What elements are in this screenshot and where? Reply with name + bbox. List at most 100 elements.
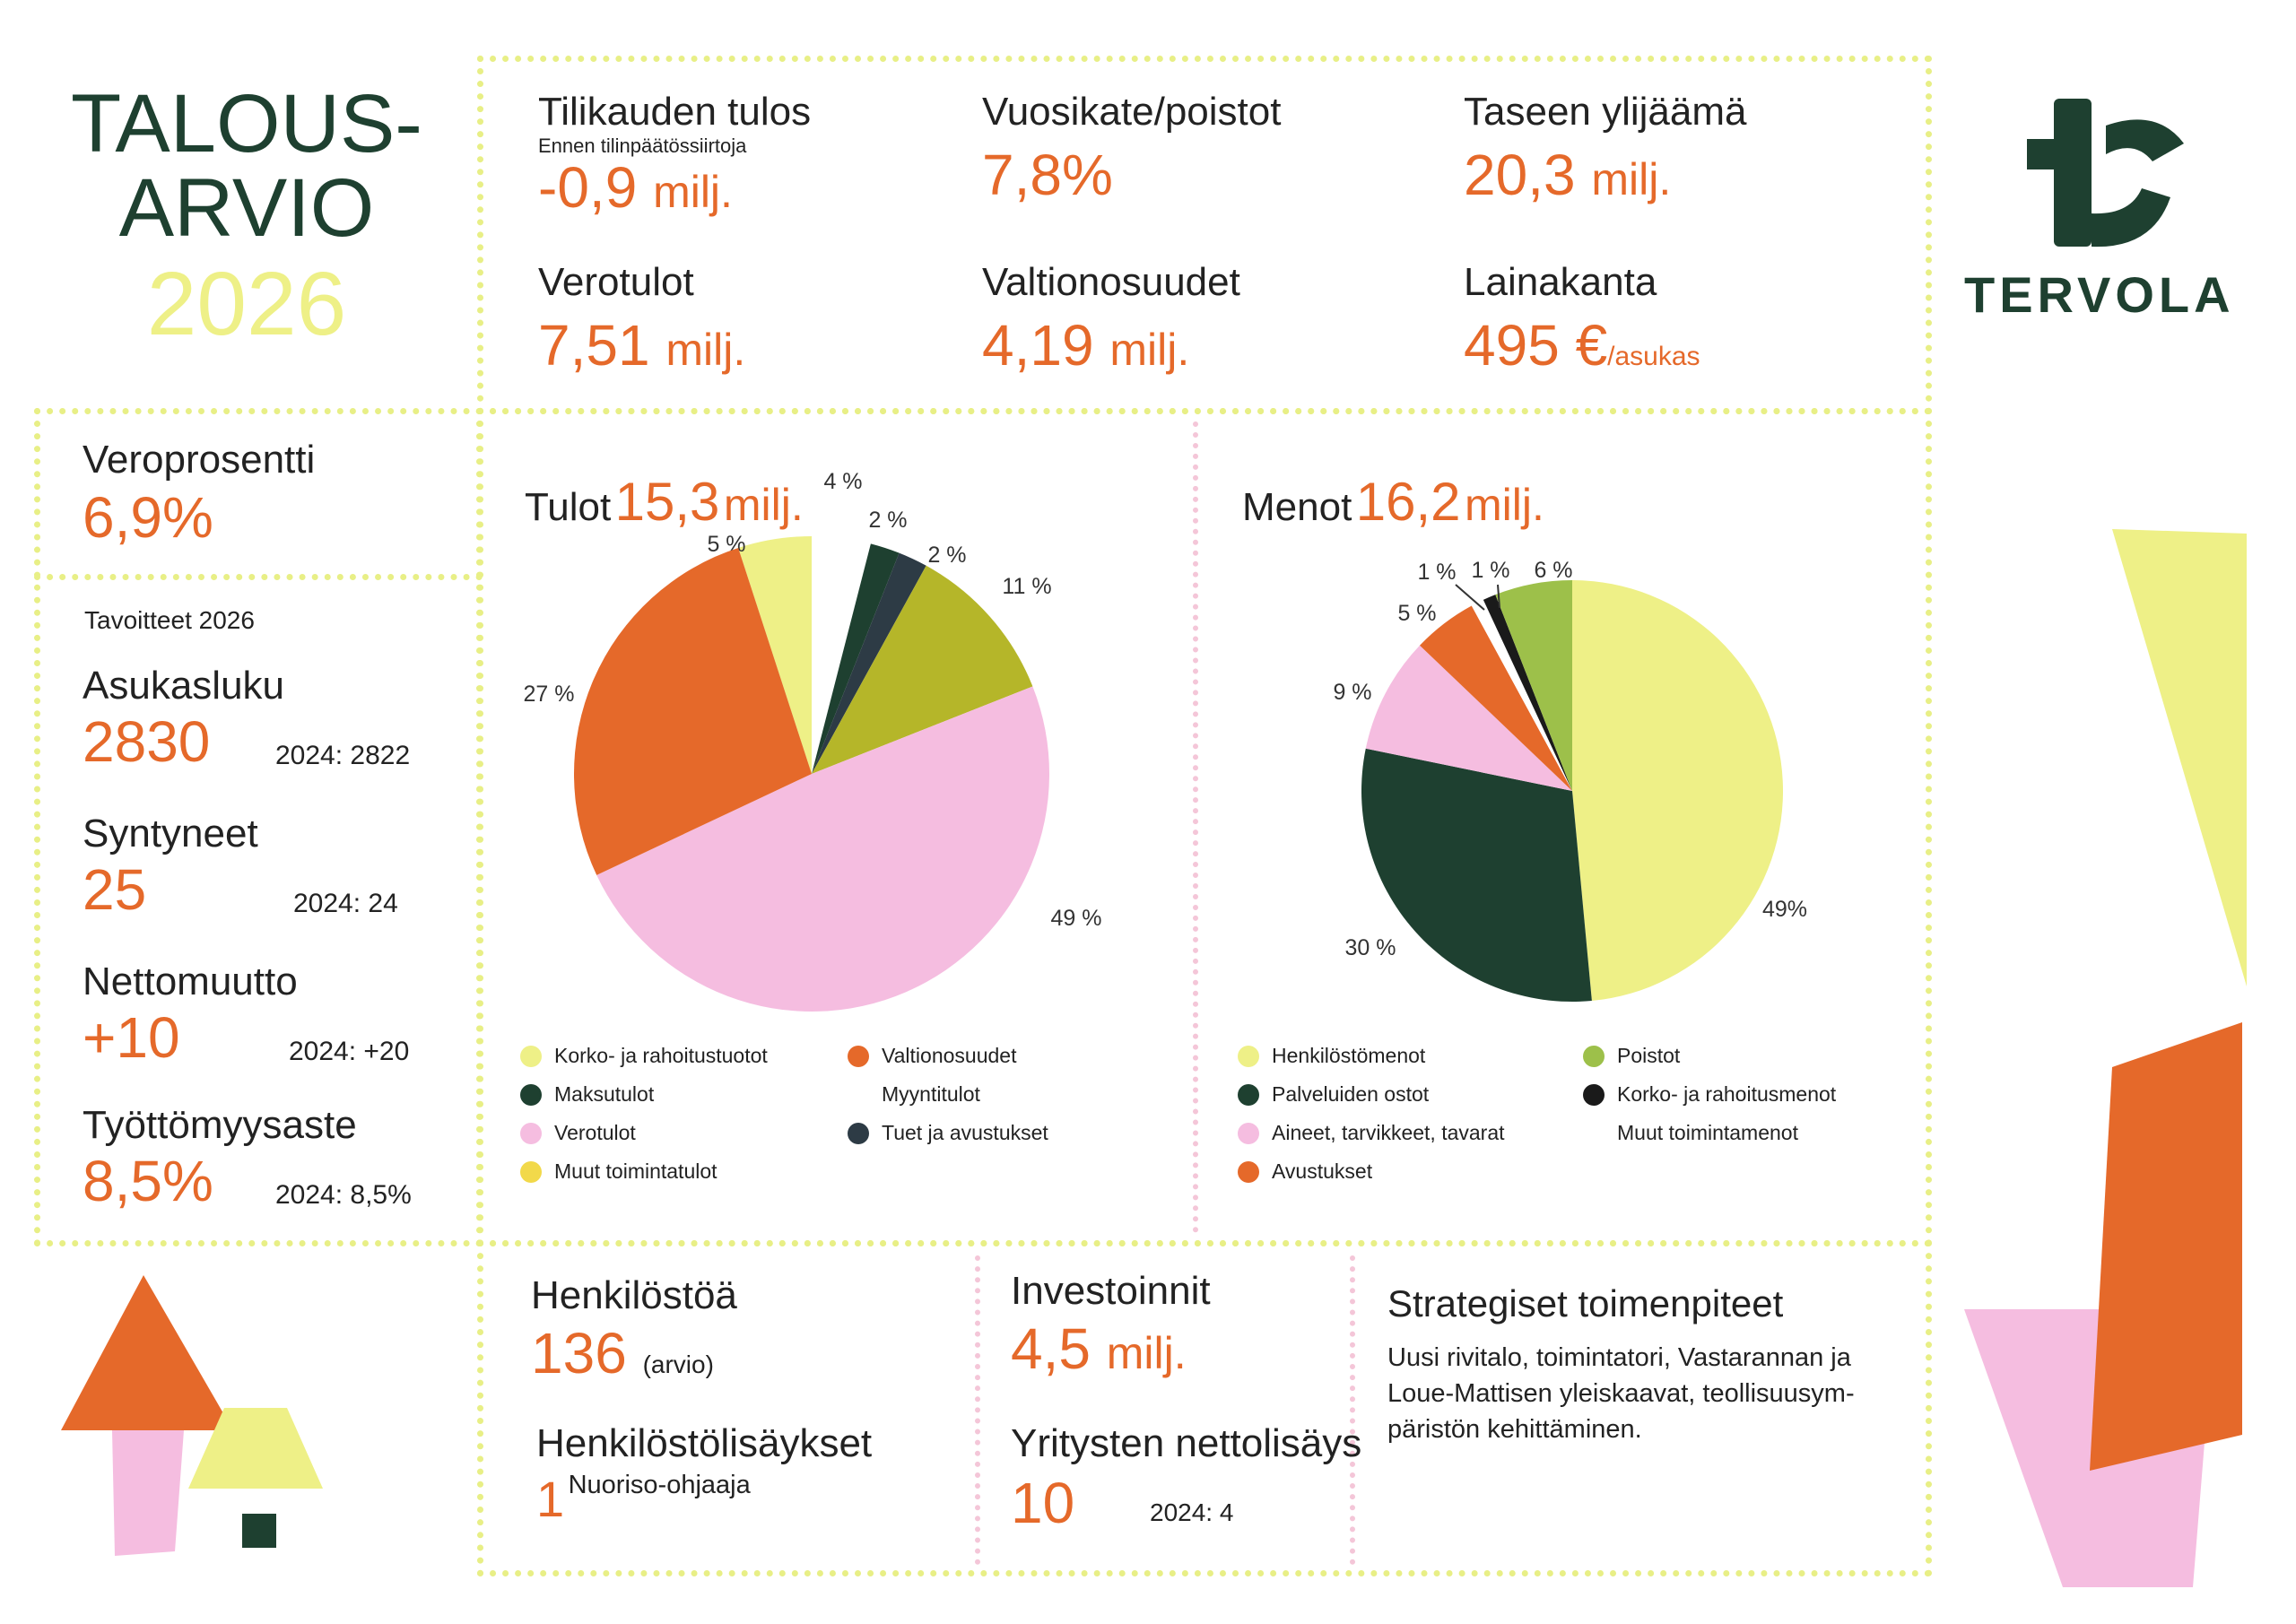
- leader-line: [1455, 584, 1485, 611]
- kpi-label: Tilikauden tulos: [538, 90, 812, 134]
- legend-label: Myyntitulot: [882, 1082, 980, 1106]
- logo-wordmark: TERVOLA: [1964, 266, 2235, 323]
- pie-label-tuet-ja-avustukset: 2 %: [927, 543, 966, 568]
- tavoitteet-heading: Tavoitteet 2026: [84, 606, 255, 634]
- legend-swatch: [848, 1084, 869, 1106]
- pie-label-avustukset: 5 %: [1397, 601, 1436, 626]
- legend-swatch: [1583, 1084, 1605, 1106]
- tavoite-nettomuutto: Nettomuutto +10 2024: +20: [83, 960, 410, 1070]
- frame-bottom: [477, 1240, 1932, 1576]
- decor-orange-shape: [2090, 1022, 2242, 1471]
- yritysten-nettolisays: Yritysten nettolisäys 10 2024: 4: [1011, 1421, 1362, 1535]
- pie-slice-aineet-tarvikkeet-tavarat: [1365, 645, 1572, 791]
- legend-label: Korko- ja rahoitustuotot: [554, 1044, 768, 1067]
- kpi-lainakanta: Lainakanta 495 €/asukas: [1464, 260, 1700, 378]
- pie-label-muut-toimintamenot: 1 %: [1417, 560, 1456, 585]
- menot-title: Menot 16,2 milj.: [1242, 472, 1544, 532]
- decor-mushroom-shapes: [61, 1275, 323, 1556]
- menot-pie-chart: 49% 30 % 9 % 5 % 1 % 1 % 6 %: [1333, 558, 1807, 1002]
- title-block: TALOUS- ARVIO 2026: [54, 83, 439, 357]
- pie-label-maksutulot: 2 %: [868, 508, 907, 533]
- legend-swatch: [1583, 1046, 1605, 1067]
- legend-swatch: [520, 1123, 542, 1144]
- pie-slice-muut-toimintamenot: [1471, 599, 1572, 791]
- kpi-value: 4,19 milj.: [982, 313, 1190, 378]
- tulot-pie-chart: 5 %4 %2 %2 %11 %49 %27 %: [524, 469, 1101, 1012]
- kpi-valtionosuudet: Valtionosuudet 4,19 milj.: [982, 260, 1240, 378]
- tavoite-syntyneet: Syntyneet 25 2024: 24: [83, 812, 398, 922]
- kpi-sublabel: Ennen tilinpäätössiirtoja: [538, 135, 747, 157]
- legend-swatch: [1238, 1161, 1259, 1183]
- tulot-legend: Korko- ja rahoitustuotot Maksutulot Verotu…: [520, 1040, 1148, 1193]
- legend-label: Valtionosuudet: [882, 1044, 1017, 1067]
- henkilostolisaykset: Henkilöstölisäykset 1 Nuoriso-ohjaaja: [536, 1421, 873, 1527]
- kpi-label: Lainakanta: [1464, 260, 1657, 304]
- legend-label: Avustukset: [1272, 1159, 1373, 1183]
- pie-label-myyntitulot: 4 %: [823, 469, 862, 494]
- legend-swatch: [848, 1123, 869, 1144]
- legend-swatch: [1583, 1123, 1605, 1144]
- veroprosentti-value: 6,9%: [83, 485, 213, 550]
- kpi-value: -0,9 milj.: [538, 155, 733, 220]
- frame-veroprosentti-divider: [34, 574, 483, 580]
- legend-label: Korko- ja rahoitusmenot: [1617, 1082, 1837, 1106]
- tulot-title: Tulot 15,3 milj.: [525, 472, 804, 532]
- pie-label-palveluiden-ostot: 30 %: [1345, 935, 1396, 960]
- pie-slice-verotulot: [596, 686, 1049, 1012]
- bottom-divider-1: [975, 1255, 980, 1565]
- legend-swatch: [520, 1084, 542, 1106]
- kpi-value: 7,8%: [982, 143, 1113, 207]
- pie-slice-muut-toimintatulot: [812, 565, 1033, 774]
- tavoite-tyottomyysaste: Työttömyysaste 8,5% 2024: 8,5%: [83, 1103, 412, 1213]
- decor-pink-stem: [112, 1430, 184, 1556]
- tavoite-asukasluku: Asukasluku 2830 2024: 2822: [83, 664, 411, 774]
- decor-right-shapes: [1964, 529, 2247, 1587]
- investoinnit: Investoinnit 4,5 milj.: [1011, 1269, 1211, 1381]
- kpi-label: Verotulot: [538, 260, 694, 304]
- decor-yellow-trapezoid: [188, 1408, 323, 1489]
- legend-label: Muut toimintamenot: [1617, 1121, 1798, 1144]
- kpi-taseen-ylijaama: Taseen ylijäämä 20,3 milj.: [1464, 90, 1747, 208]
- legend-label: Verotulot: [554, 1121, 636, 1144]
- kpi-value: 20,3 milj.: [1464, 143, 1672, 207]
- strategiset-toimenpiteet: Strategiset toimenpiteet Uusi rivitalo, …: [1387, 1282, 1855, 1444]
- pie-label-henkilostomenot: 49%: [1762, 897, 1807, 922]
- pie-slice-palveluiden-ostot: [1361, 748, 1592, 1002]
- title-line-1: TALOUS-: [71, 78, 422, 169]
- pie-label-aineet-tarvikkeet-tavarat: 9 %: [1333, 680, 1371, 705]
- kpi-label: Valtionosuudet: [982, 260, 1240, 304]
- pie-slice-henkilostomenot: [1572, 580, 1783, 1001]
- legend-swatch: [1238, 1046, 1259, 1067]
- tervola-logo-icon: [2027, 99, 2184, 248]
- kpi-label: Vuosikate/poistot: [982, 90, 1282, 134]
- decor-dark-square: [242, 1514, 276, 1548]
- pie-label-valtionosuudet: 27 %: [524, 682, 575, 707]
- kpi-label: Taseen ylijäämä: [1464, 90, 1747, 134]
- veroprosentti-label: Veroprosentti: [83, 438, 316, 482]
- title-year: 2026: [146, 254, 347, 354]
- title-line-2: ARVIO: [118, 162, 375, 254]
- legend-label: Maksutulot: [554, 1082, 655, 1106]
- pie-slice-korko-ja-rahoitusmenot: [1483, 595, 1572, 791]
- decor-orange-cap: [61, 1275, 233, 1430]
- veroprosentti: Veroprosentti 6,9%: [83, 438, 315, 551]
- pie-slice-tuet-ja-avustukset: [812, 552, 926, 774]
- pie-label-poistot: 6 %: [1534, 558, 1572, 583]
- pie-label-muut-toimintatulot: 11 %: [1002, 574, 1051, 599]
- pie-slice-valtionosuudet: [574, 547, 812, 875]
- pie-label-korko-ja-rahoitusmenot: 1 %: [1471, 558, 1509, 583]
- henkilostoa: Henkilöstöä 136 (arvio): [531, 1273, 737, 1385]
- pie-slice-maksutulot: [812, 543, 900, 774]
- kpi-verotulot: Verotulot 7,51 milj.: [538, 260, 745, 378]
- legend-label: Henkilöstömenot: [1272, 1044, 1426, 1067]
- pie-slice-myyntitulot: [812, 536, 871, 774]
- legend-swatch: [520, 1161, 542, 1183]
- legend-swatch: [848, 1046, 869, 1067]
- kpi-value: 495 €/asukas: [1464, 313, 1700, 378]
- pie-slice-korko-ja-rahoitustuotot: [738, 536, 812, 774]
- bottom-divider-2: [1350, 1255, 1355, 1565]
- legend-swatch: [1238, 1123, 1259, 1144]
- kpi-value: 7,51 milj.: [538, 313, 746, 378]
- legend-label: Palveluiden ostot: [1272, 1082, 1430, 1106]
- decor-yellow-triangle: [2112, 529, 2247, 986]
